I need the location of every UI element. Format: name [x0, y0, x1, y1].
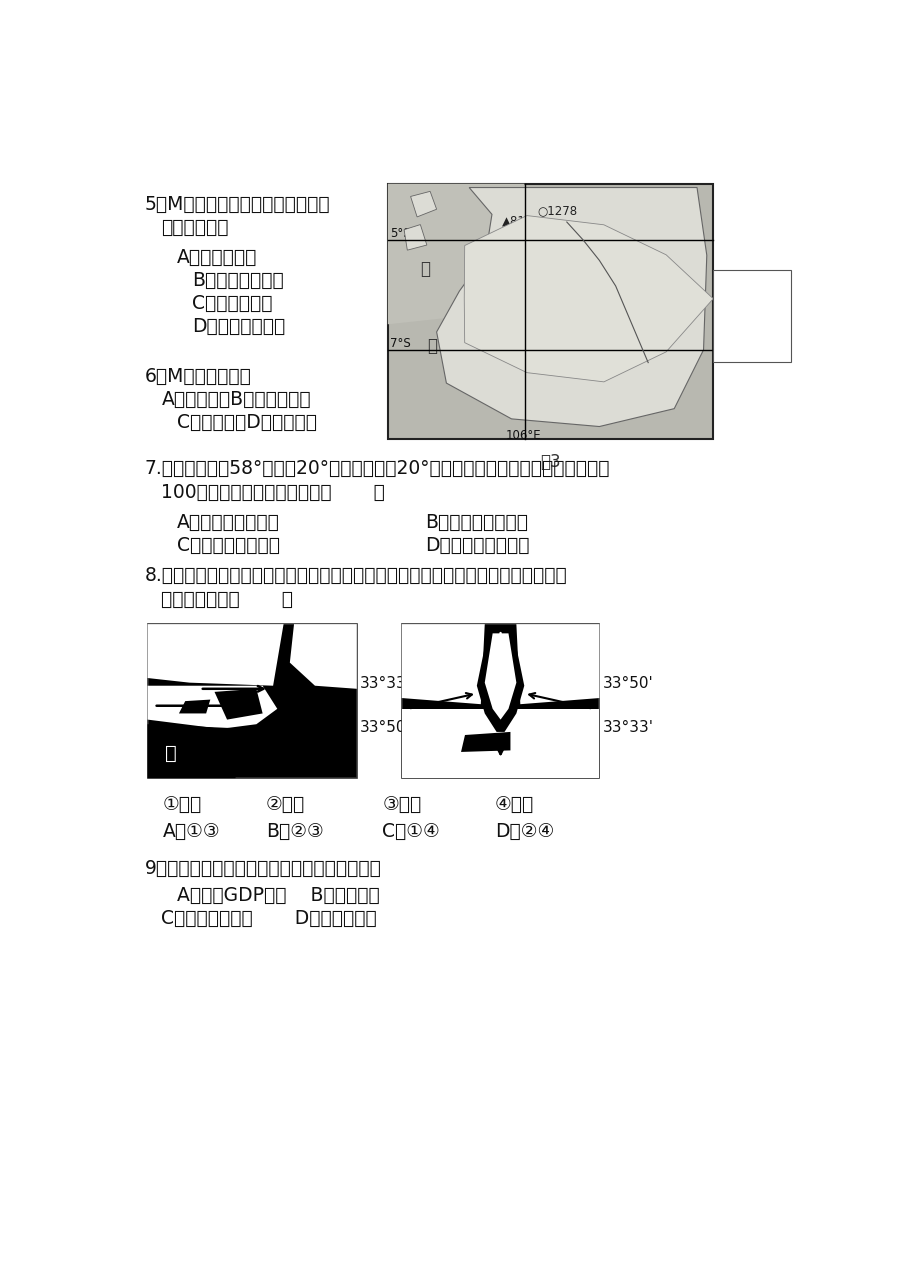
Polygon shape — [147, 624, 283, 685]
Text: 7.某军舰在南纬58°、西经20°海面上沿西经20°经线向南发射远程炮弹，炮弹射程在: 7.某军舰在南纬58°、西经20°海面上沿西经20°经线向南发射远程炮弹，炮弹射… — [144, 460, 609, 478]
Text: ③丙岸: ③丙岸 — [382, 795, 421, 814]
Text: B．位于岛屿内部: B．位于岛屿内部 — [192, 270, 284, 289]
Text: A．①③: A．①③ — [163, 822, 221, 841]
Text: 丙: 丙 — [432, 678, 444, 697]
Text: ①甲岸: ①甲岸 — [163, 795, 202, 814]
Polygon shape — [214, 689, 262, 720]
Polygon shape — [460, 733, 510, 752]
Text: 图例: 图例 — [719, 274, 735, 288]
Text: ○ 城镇: ○ 城镇 — [719, 307, 751, 321]
Polygon shape — [489, 236, 679, 362]
Text: 6．M地房屋建筑：: 6．M地房屋建筑： — [144, 367, 251, 386]
Text: 106°E: 106°E — [505, 429, 540, 442]
Text: B．②③: B．②③ — [266, 822, 323, 841]
Polygon shape — [402, 624, 484, 705]
Text: 甲: 甲 — [165, 744, 176, 762]
Text: 丁: 丁 — [528, 678, 539, 697]
Text: 100千米以内，炮弹落点位于（       ）: 100千米以内，炮弹落点位于（ ） — [162, 483, 385, 502]
Text: 7°S: 7°S — [390, 338, 411, 350]
Text: ○1278: ○1278 — [537, 204, 577, 217]
Text: M: M — [576, 260, 586, 274]
Text: ▲1053: ▲1053 — [621, 312, 660, 325]
Text: ④丁岸: ④丁岸 — [494, 795, 533, 814]
Text: ②乙岸: ②乙岸 — [266, 795, 305, 814]
Polygon shape — [484, 633, 516, 720]
Bar — [402, 624, 598, 778]
Polygon shape — [476, 628, 524, 733]
Text: D．西半球、南温带: D．西半球、南温带 — [425, 536, 529, 555]
Bar — [147, 624, 357, 778]
Polygon shape — [514, 255, 645, 343]
Polygon shape — [410, 191, 437, 217]
Polygon shape — [388, 183, 524, 325]
Text: A．多为矮层B．多高低错落: A．多为矮层B．多高低错落 — [162, 390, 311, 409]
Text: 海: 海 — [420, 260, 430, 279]
Text: 33°50': 33°50' — [602, 676, 652, 692]
Text: C．能源进出口量       D．煤炭自给率: C．能源进出口量 D．煤炭自给率 — [162, 910, 377, 927]
Polygon shape — [516, 624, 598, 705]
Text: 33°33': 33°33' — [602, 720, 652, 735]
Polygon shape — [437, 187, 706, 427]
Bar — [712, 270, 790, 362]
Text: 9．借助图示资料可以大致推算出相应国家的：: 9．借助图示资料可以大致推算出相应国家的： — [144, 859, 380, 878]
Text: D．②④: D．②④ — [494, 822, 553, 841]
Text: ▲1211: ▲1211 — [583, 306, 621, 320]
Text: 8.下面两幅图分别是两条大河的河口图，图中小岛因泥沙不断堆积而扩展，最终将与: 8.下面两幅图分别是两条大河的河口图，图中小岛因泥沙不断堆积而扩展，最终将与 — [144, 567, 567, 585]
Text: A．东半球、南寒带: A．东半球、南寒带 — [176, 513, 279, 533]
Text: 多的原因是：: 多的原因是： — [162, 218, 229, 237]
Text: ▲813: ▲813 — [501, 214, 532, 227]
Text: C．空气湿度大: C．空气湿度大 — [192, 294, 273, 313]
Bar — [388, 183, 712, 440]
Text: 河的哪岸相连（       ）: 河的哪岸相连（ ） — [162, 590, 293, 609]
Text: D．位于山间盆地: D．位于山间盆地 — [192, 317, 286, 336]
Text: 33°50': 33°50' — [359, 720, 410, 735]
Text: A．单位GDP能耗    B．碳排放量: A．单位GDP能耗 B．碳排放量 — [176, 885, 380, 905]
Polygon shape — [402, 708, 598, 778]
Text: C．①④: C．①④ — [382, 822, 439, 841]
Text: -200- 等高线: -200- 等高线 — [719, 340, 775, 353]
Text: 5°S: 5°S — [390, 227, 410, 240]
Text: 1000: 1000 — [576, 280, 604, 290]
Text: C．西半球、南寒带: C．西半球、南寒带 — [176, 536, 279, 555]
Polygon shape — [289, 624, 357, 689]
Polygon shape — [464, 215, 712, 382]
Text: 33°33': 33°33' — [359, 676, 411, 692]
Polygon shape — [147, 724, 248, 778]
Polygon shape — [403, 224, 426, 250]
Text: ﹁ 河流: ﹁ 河流 — [719, 324, 747, 336]
Text: 洋: 洋 — [426, 338, 437, 355]
Text: C．多吊脚楼D．多茅草屋: C．多吊脚楼D．多茅草屋 — [176, 413, 317, 432]
Text: 乙: 乙 — [175, 641, 187, 660]
Text: ▲ 火山: ▲ 火山 — [719, 290, 749, 303]
Text: B．东半球、南温带: B．东半球、南温带 — [425, 513, 528, 533]
Text: A．地处低纬度: A．地处低纬度 — [176, 247, 257, 266]
Text: 图3: 图3 — [539, 454, 561, 471]
Polygon shape — [178, 699, 210, 713]
Text: 5．M地比该岛其它地区打雷天气更: 5．M地比该岛其它地区打雷天气更 — [144, 195, 330, 214]
Polygon shape — [147, 685, 277, 729]
